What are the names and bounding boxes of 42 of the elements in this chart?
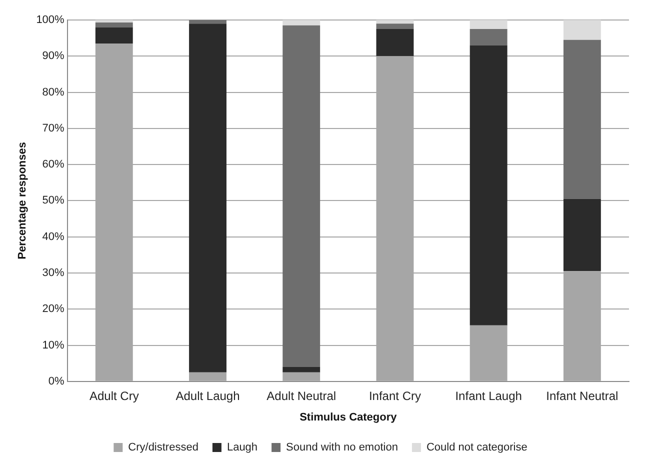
y-tick-label: 20% bbox=[42, 303, 65, 316]
legend-label: Cry/distressed bbox=[128, 442, 198, 454]
bar bbox=[563, 40, 601, 199]
bar bbox=[470, 29, 508, 46]
y-axis-title: Percentage responses bbox=[16, 142, 29, 260]
bar bbox=[282, 20, 320, 26]
bar bbox=[563, 198, 601, 272]
bar bbox=[95, 20, 133, 23]
y-tick-label: 100% bbox=[36, 14, 65, 26]
bar bbox=[189, 372, 226, 381]
y-tick-label: 10% bbox=[42, 339, 65, 352]
y-tick-label: 60% bbox=[42, 158, 65, 171]
legend-label: Sound with no emotion bbox=[286, 442, 398, 454]
bar bbox=[470, 45, 508, 326]
bar bbox=[189, 24, 226, 372]
y-tick-label: 90% bbox=[42, 50, 65, 62]
x-axis-title: Stimulus Category bbox=[300, 411, 398, 424]
x-tick-label: Infant Cry bbox=[368, 388, 421, 403]
y-tick-label: 40% bbox=[42, 230, 65, 243]
bar bbox=[282, 25, 320, 367]
y-tick-label: 70% bbox=[42, 122, 65, 134]
bar bbox=[563, 20, 601, 40]
bar bbox=[376, 29, 414, 56]
y-tick-label: 80% bbox=[42, 86, 65, 98]
bar bbox=[376, 20, 414, 24]
legend-label: Laugh bbox=[226, 442, 258, 454]
bar bbox=[470, 20, 508, 30]
y-tick-label: 30% bbox=[42, 267, 65, 280]
y-tick-label: 50% bbox=[42, 194, 65, 207]
bar bbox=[282, 372, 320, 381]
bar bbox=[282, 366, 320, 372]
x-tick-label: Infant Neutral bbox=[546, 388, 618, 403]
bar bbox=[95, 27, 133, 44]
legend-label: Could not categorise bbox=[426, 442, 528, 454]
bar bbox=[376, 24, 414, 30]
bar bbox=[189, 20, 226, 24]
x-tick-label: Adult Neutral bbox=[266, 388, 336, 403]
x-tick-label: Adult Laugh bbox=[176, 388, 240, 403]
bar bbox=[95, 22, 133, 28]
x-tick-label: Infant Laugh bbox=[455, 388, 522, 403]
x-tick-label: Adult Cry bbox=[89, 388, 139, 403]
y-tick-label: 0% bbox=[48, 375, 65, 388]
